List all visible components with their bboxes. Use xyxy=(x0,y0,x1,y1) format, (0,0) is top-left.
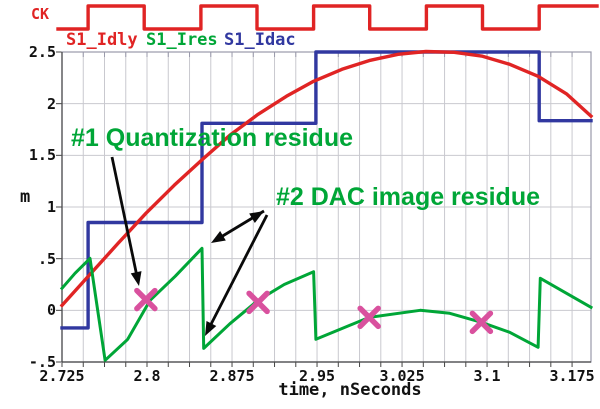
y-tick-label: 0 xyxy=(46,301,56,320)
y-axis-title: m xyxy=(20,187,31,207)
y-tick-label: 2.5 xyxy=(28,43,56,61)
x-axis-title: time, nSeconds xyxy=(278,380,422,400)
arrowhead xyxy=(205,321,217,336)
y-tick-label: -.5 xyxy=(28,353,56,371)
curve-S1_Ires xyxy=(59,246,594,362)
x-tick-label: 2.875 xyxy=(209,367,255,385)
clock-label: CK xyxy=(31,5,50,23)
curve-S1_Idly xyxy=(59,49,594,308)
sample-x-marker xyxy=(246,290,270,315)
arrowhead xyxy=(249,211,264,223)
x-tick-label: 3.025 xyxy=(379,367,425,385)
sample-x-marker xyxy=(134,287,158,312)
arrowhead xyxy=(211,231,226,243)
y-tick-label: .5 xyxy=(37,249,56,268)
annotation-arrow xyxy=(207,214,269,330)
x-tick-label: 3.1 xyxy=(473,367,501,385)
annotation-quantization-residue: #1 Quantization residue xyxy=(71,124,354,152)
legend-item-S1_Idac: S1_Idac xyxy=(224,30,296,50)
x-tick-label: 2.95 xyxy=(298,367,336,385)
arrowhead xyxy=(130,271,142,286)
y-tick-label: 1 xyxy=(46,198,56,216)
x-tick-label: 3.175 xyxy=(549,367,595,385)
sample-x-marker xyxy=(357,305,381,330)
x-tick-label: 2.725 xyxy=(39,367,85,385)
annotation-arrow xyxy=(110,156,139,279)
legend-item-S1_Idly: S1_Idly xyxy=(66,30,138,50)
x-tick-label: 2.8 xyxy=(133,367,161,385)
y-tick-label: 2 xyxy=(46,94,56,113)
annotation-dac-image-residue: #2 DAC image residue xyxy=(276,183,540,211)
legend-item-S1_Ires: S1_Ires xyxy=(146,30,218,50)
clock-waveform xyxy=(56,4,599,31)
y-tick-label: 1.5 xyxy=(28,146,56,165)
sample-x-marker xyxy=(469,310,494,335)
